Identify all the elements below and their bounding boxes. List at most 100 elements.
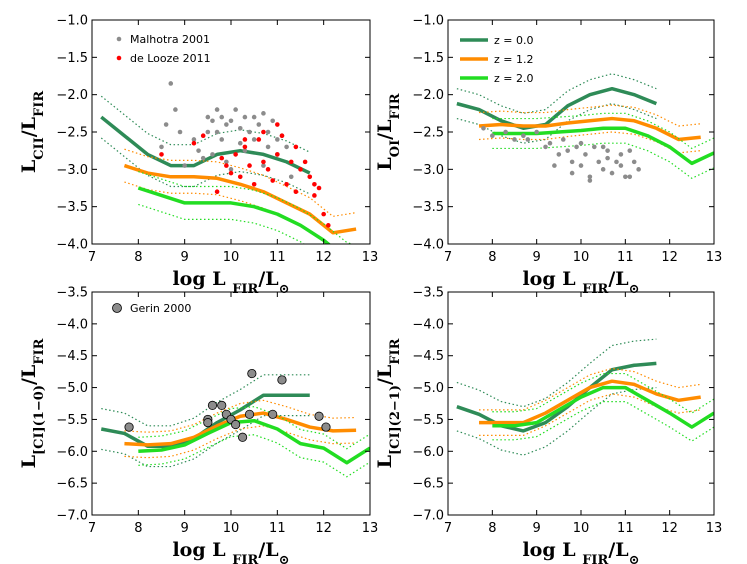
plot-area	[100, 368, 370, 478]
data-point-gray	[578, 140, 584, 146]
data-point-gray	[614, 159, 619, 165]
x-tick-label: 12	[315, 250, 332, 265]
data-point-gray	[203, 418, 213, 428]
data-point-red	[237, 174, 243, 180]
data-point-gray	[275, 137, 280, 142]
panel-ci10: 7 8 9 10 11 12 13 −7.0 −6.5 −6.0 −5.5 −5.0 −4.5 −4.0 −…	[18, 286, 378, 564]
data-point-gray	[592, 144, 597, 150]
data-point-gray	[321, 422, 331, 432]
x-axis-label-sub: FIR	[582, 553, 608, 564]
series-z12-upper-bound	[479, 367, 701, 411]
data-point-gray	[556, 152, 562, 157]
data-point-gray	[525, 137, 531, 142]
y-axis-label-tail-sub: FIR	[32, 91, 47, 117]
data-point-gray	[596, 159, 602, 165]
y-axis-label-tail: /L	[374, 120, 396, 140]
data-point-gray	[314, 411, 324, 421]
panel-ci21: 7 8 9 10 11 12 13 −7.0 −6.5 −6.0 −5.5 −5.0 −4.5 −4.0 −…	[374, 286, 722, 564]
data-point-gray	[270, 118, 276, 124]
series-z0-median-line	[456, 361, 657, 433]
data-point-gray	[207, 400, 218, 411]
legend-label: Malhotra 2001	[130, 33, 210, 46]
y-tick-label: −5.5	[56, 413, 88, 428]
x-tick-label: 11	[617, 250, 634, 265]
x-tick-label: 10	[223, 250, 240, 265]
x-axis-label-unit: /L	[258, 268, 278, 290]
series-z20-median-line	[138, 418, 370, 465]
data-point-gray	[618, 163, 624, 168]
y-tick-label: −4.5	[412, 349, 444, 364]
plot-area	[456, 338, 714, 456]
data-point-gray	[503, 129, 508, 135]
x-tick-label: 8	[488, 250, 496, 265]
data-point-red	[270, 178, 276, 183]
data-point-gray	[481, 125, 486, 131]
series-z0-upper-bound	[100, 95, 311, 153]
x-axis-label-main: log L	[522, 539, 582, 561]
data-point-gray	[159, 144, 164, 150]
data-point-red	[242, 144, 248, 150]
data-point-gray	[224, 122, 229, 127]
data-point-red	[233, 152, 238, 157]
data-point-gray	[231, 419, 241, 430]
y-axis-label-main: L	[18, 160, 40, 173]
y-tick-label: −3.0	[412, 163, 444, 178]
y-axis-label: LOI/LFIR	[374, 93, 403, 170]
x-axis-label-unit: /L	[258, 539, 278, 561]
data-point-gray	[265, 129, 271, 135]
x-tick-label: 11	[269, 521, 286, 536]
x-tick-label: 12	[661, 250, 678, 265]
y-tick-label: −6.5	[412, 477, 444, 492]
series-z20-upper-bound	[492, 372, 714, 414]
x-axis-label-unit-sub: ⊙	[629, 553, 640, 564]
x-axis-label: log L FIR/L⊙	[172, 268, 289, 297]
x-tick-label: 8	[488, 521, 496, 536]
series-z20-median-line	[492, 385, 714, 429]
y-tick-label: −2.5	[56, 126, 88, 141]
x-tick-label: 10	[573, 250, 590, 265]
plot-area	[456, 73, 714, 183]
data-point-gray	[173, 107, 178, 112]
data-point-gray	[210, 118, 215, 124]
data-point-gray	[177, 129, 183, 135]
data-point-red	[312, 181, 317, 187]
x-tick-label: 13	[706, 521, 723, 536]
y-tick-label: −7.0	[56, 509, 88, 524]
data-point-gray	[256, 122, 262, 127]
series-z0-upper-bound	[456, 73, 657, 114]
data-point-gray	[210, 152, 215, 157]
data-point-gray	[627, 174, 633, 180]
legend-label: Gerin 2000	[130, 302, 191, 315]
data-point-red	[265, 167, 271, 172]
data-point-gray	[200, 155, 206, 161]
data-point-red	[256, 137, 262, 142]
y-axis-label: LCII/LFIR	[18, 91, 47, 173]
x-tick-label: 10	[223, 521, 240, 536]
x-axis-label-main: log L	[522, 268, 582, 290]
data-point-gray	[251, 114, 257, 120]
legend-label: z = 1.2	[494, 53, 533, 66]
data-point-red	[307, 174, 313, 180]
data-point-gray	[618, 152, 624, 157]
data-point-gray	[569, 170, 575, 176]
x-tick-label: 7	[444, 521, 452, 536]
data-point-red	[224, 163, 229, 168]
data-point-gray	[583, 152, 588, 157]
panel-cii: 7 8 9 10 11 12 13 −4.0 −3.5 −3.0 −2.5 −2.0 −1.5 −1.0 l…	[18, 14, 378, 297]
data-point-red	[302, 159, 308, 165]
y-axis-label-tail-sub: FIR	[388, 338, 403, 364]
y-axis-label-main: L	[18, 455, 40, 468]
x-tick-label: 11	[617, 521, 634, 536]
series-z0-lower-bound	[456, 386, 657, 456]
data-point-gray	[277, 375, 287, 385]
data-point-red	[247, 163, 252, 168]
data-point-red	[261, 159, 266, 165]
data-point-gray	[219, 137, 225, 142]
x-axis-label: log L FIR/L⊙	[522, 268, 639, 297]
data-point-gray	[605, 148, 610, 153]
data-point-gray	[228, 118, 234, 124]
x-tick-label: 9	[181, 521, 189, 536]
x-axis-label: log L FIR/L⊙	[172, 539, 289, 564]
series-z20-upper-bound	[138, 171, 354, 244]
series-z12-median-line	[124, 411, 357, 447]
